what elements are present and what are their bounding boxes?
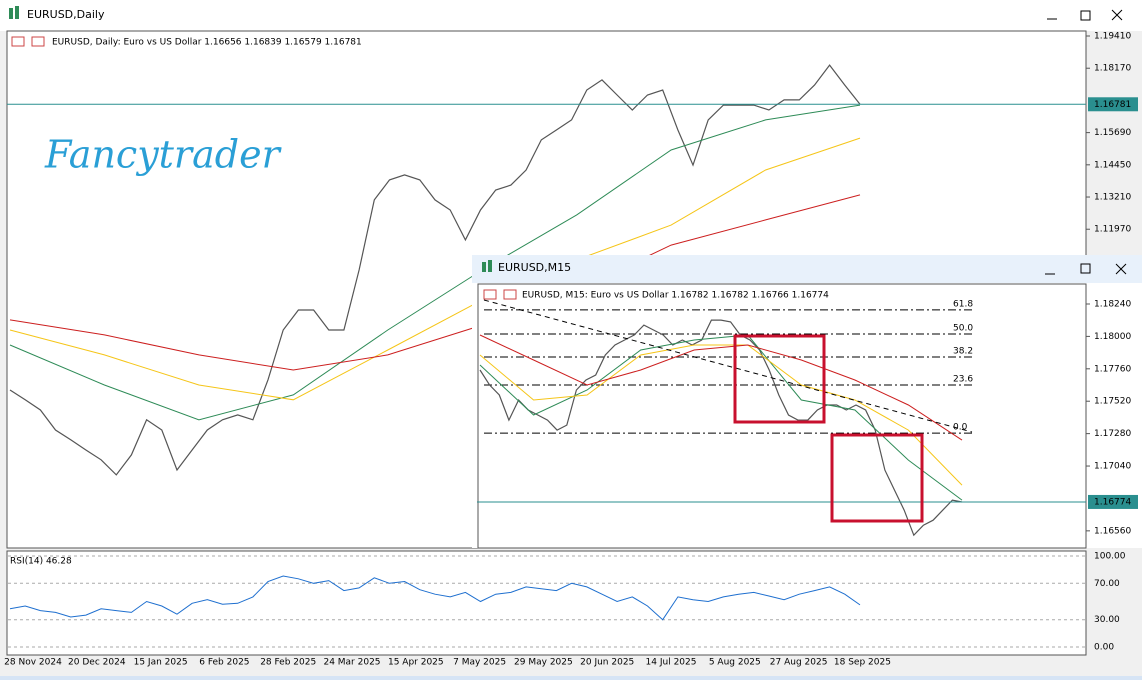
trend-line xyxy=(483,299,973,433)
y-tick-label: 1.17040 xyxy=(1094,462,1131,472)
y-tick-label: 1.15690 xyxy=(1094,128,1131,138)
header-icon xyxy=(503,289,517,300)
m15-layer: 1.18240 1.18000 1.17760 1.17520 1.17280 1.170… xyxy=(477,299,1138,536)
moving-average xyxy=(9,104,861,421)
y-tick-label: 1.14450 xyxy=(1094,160,1131,170)
x-tick-label: 27 Aug 2025 xyxy=(770,658,828,668)
fib-label: 0.0 xyxy=(953,423,968,433)
app-icon xyxy=(9,8,13,19)
rsi-layer: 100.00 70.00 30.00 0.00 xyxy=(8,552,1126,652)
y-tick-label: 1.17520 xyxy=(1094,397,1131,407)
highlight-box xyxy=(830,433,924,523)
rsi-line xyxy=(9,575,861,621)
x-tick-label: 6 Feb 2025 xyxy=(199,658,249,668)
moving-average xyxy=(9,137,861,401)
y-tick-label: 0.00 xyxy=(1094,642,1114,652)
x-tick-label: 7 May 2025 xyxy=(453,658,506,668)
y-tick-label: 1.18000 xyxy=(1094,332,1131,342)
y-tick-label: 1.13210 xyxy=(1094,193,1131,203)
header-icon xyxy=(31,36,45,47)
moving-average xyxy=(479,334,963,441)
y-tick-label: 1.11970 xyxy=(1094,225,1131,235)
rsi-plot xyxy=(6,550,1087,656)
y-tick-label: 70.00 xyxy=(1094,579,1120,589)
m15-window-title: EURUSD,M15 xyxy=(498,261,571,274)
header-icon xyxy=(483,289,497,300)
x-tick-label: 28 Feb 2025 xyxy=(260,658,316,668)
y-tick-label: 1.18170 xyxy=(1094,64,1131,74)
daily-layer: 1.19410 1.18170 1.15690 1.14450 1.13210 1.119… xyxy=(7,32,1138,476)
maximize-button[interactable] xyxy=(1080,10,1091,21)
y-tick-label: 1.17280 xyxy=(1094,429,1131,439)
status-bar xyxy=(0,676,1142,680)
fib-label: 38.2 xyxy=(953,347,973,357)
y-tick-label: 30.00 xyxy=(1094,615,1120,625)
m15-header: EURUSD, M15: Euro vs US Dollar 1.16782 1… xyxy=(522,291,829,301)
x-tick-label: 20 Dec 2024 xyxy=(68,658,126,668)
moving-average xyxy=(479,344,963,486)
y-tick-label: 1.16560 xyxy=(1094,526,1131,536)
x-tick-label: 24 Mar 2025 xyxy=(323,658,380,668)
current-price-label: 1.16774 xyxy=(1094,497,1131,507)
m15-title-bar xyxy=(472,255,1142,283)
rsi-header: RSI(14) 46.28 xyxy=(10,557,72,567)
app-icon xyxy=(488,260,492,272)
price-line xyxy=(9,64,861,476)
y-tick-label: 1.19410 xyxy=(1094,32,1131,42)
y-tick-label: 1.17760 xyxy=(1094,364,1131,374)
m15-window: EURUSD,M15 EURUSD, M15: Euro vs US Dolla… xyxy=(472,255,1142,549)
x-tick-label: 28 Nov 2024 xyxy=(4,658,62,668)
current-price-box xyxy=(1088,97,1138,112)
highlight-box xyxy=(733,334,826,424)
y-tick-label: 1.18240 xyxy=(1094,299,1131,309)
app-icon xyxy=(15,6,19,19)
x-tick-label: 15 Apr 2025 xyxy=(388,658,444,668)
app-icon xyxy=(482,262,486,272)
price-line xyxy=(479,319,963,537)
maximize-button[interactable] xyxy=(1080,263,1091,274)
window-title: EURUSD,Daily xyxy=(27,8,105,21)
x-tick-label: 20 Jun 2025 xyxy=(580,658,634,668)
header-icon xyxy=(11,36,25,47)
chart-header: EURUSD, Daily: Euro vs US Dollar 1.16656… xyxy=(52,38,362,48)
close-button[interactable] xyxy=(1111,9,1123,21)
y-tick-label: 100.00 xyxy=(1094,552,1126,562)
x-tick-label: 14 Jul 2025 xyxy=(646,658,697,668)
title-bar xyxy=(0,0,1142,31)
fib-label: 23.6 xyxy=(953,375,973,385)
x-tick-label: 18 Sep 2025 xyxy=(834,658,891,668)
current-price-box xyxy=(1088,494,1138,509)
current-price-label: 1.16781 xyxy=(1094,100,1131,110)
x-tick-label: 29 May 2025 xyxy=(514,658,573,668)
x-tick-label: 5 Aug 2025 xyxy=(709,658,761,668)
fib-label: 61.8 xyxy=(953,299,973,309)
fib-label: 50.0 xyxy=(953,323,973,333)
m15-plot xyxy=(477,283,1087,549)
watermark: Fancytrader xyxy=(44,133,283,177)
moving-average xyxy=(9,194,861,371)
close-button[interactable] xyxy=(1115,263,1127,275)
x-tick-label: 15 Jan 2025 xyxy=(134,658,188,668)
